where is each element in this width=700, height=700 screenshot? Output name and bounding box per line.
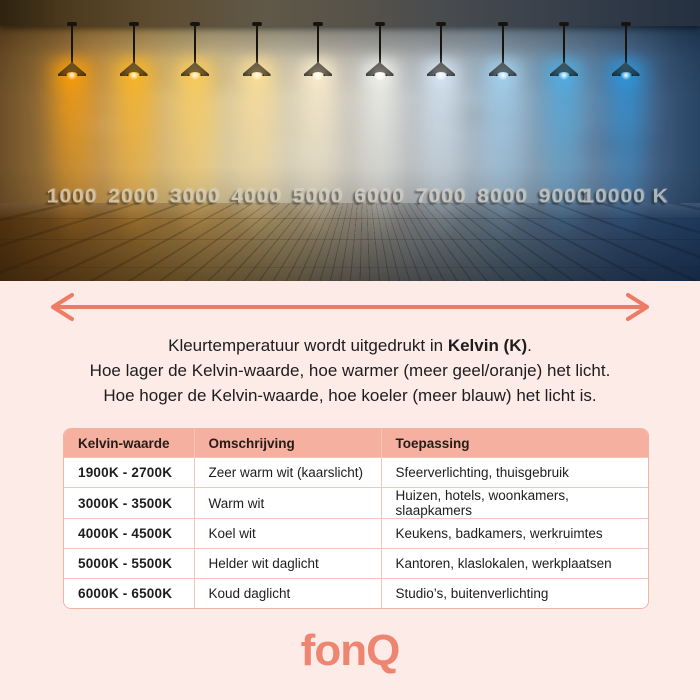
lamp-cord — [71, 26, 73, 64]
cell-omschrijving: Zeer warm wit (kaarslicht) — [193, 457, 381, 488]
cell-toepassing: Kantoren, klaslokalen, werkplaatsen — [380, 548, 648, 579]
table-row: 5000K - 5500K Helder wit daglicht Kantor… — [64, 548, 648, 579]
cell-toepassing: Huizen, hotels, woonkamers, slaapkamers — [380, 487, 648, 519]
lamp-cord — [378, 26, 381, 64]
fonq-logo: fonQ — [300, 626, 401, 675]
lamp-bulb — [188, 72, 202, 80]
lamp-mount — [313, 22, 323, 26]
lamp-cord — [440, 26, 442, 64]
lamp-bulb — [434, 72, 448, 80]
table-row: 3000K - 3500K Warm wit Huizen, hotels, w… — [64, 487, 648, 519]
lamp-bulb — [311, 72, 325, 80]
table-header-row: Kelvin-waarde Omschrijving Toepassing — [64, 429, 648, 458]
lamp-mount — [559, 22, 569, 26]
lamp-mount — [67, 22, 77, 26]
cell-kelvin: 5000K - 5500K — [64, 548, 194, 579]
lamp-cord — [563, 26, 565, 64]
table-row: 1900K - 2700K Zeer warm wit (kaarslicht)… — [64, 457, 648, 488]
lamp-cord — [194, 26, 196, 64]
lamp-mount — [128, 22, 139, 26]
intro-text: Kleurtemperatuur wordt uitgedrukt in Kel… — [0, 333, 700, 408]
lamp-bulb — [618, 72, 633, 80]
col-header-omschrijving: Omschrijving — [193, 429, 381, 458]
lamp-cord — [501, 26, 504, 64]
lamps-layer — [0, 0, 700, 281]
cell-toepassing: Keukens, badkamers, werkruimtes — [380, 518, 648, 549]
ceiling — [0, 0, 700, 26]
lamp-mount — [620, 22, 631, 26]
lamp-cord — [132, 26, 135, 64]
lamp-mount — [374, 22, 385, 26]
intro-line-1: Kleurtemperatuur wordt uitgedrukt in Kel… — [168, 336, 532, 355]
lamp-bulb — [65, 72, 79, 80]
lamp-bulb — [372, 72, 387, 80]
lamp-bulb — [126, 72, 141, 80]
cell-kelvin: 4000K - 4500K — [64, 518, 194, 549]
col-header-toepassing: Toepassing — [380, 429, 648, 458]
cell-omschrijving: Warm wit — [193, 487, 381, 519]
lamp-mount — [251, 22, 262, 26]
lamp-bulb — [495, 72, 510, 80]
lamp-bulb — [249, 72, 264, 80]
col-header-kelvin-waarde: Kelvin-waarde — [64, 429, 194, 458]
cell-toepassing: Sfeerverlichting, thuisgebruik — [380, 457, 648, 488]
intro-line-2: Hoe lager de Kelvin-waarde, hoe warmer (… — [89, 361, 611, 380]
double-arrow-icon — [51, 293, 649, 321]
temperature-range-arrow — [40, 291, 660, 323]
cell-toepassing: Studio’s, buitenverlichting — [380, 578, 648, 608]
cell-omschrijving: Koel wit — [193, 518, 381, 549]
cell-omschrijving: Koud daglicht — [193, 578, 381, 608]
kelvin-table: Kelvin-waarde Omschrijving Toepassing 19… — [63, 428, 649, 609]
lamp-cord — [624, 26, 627, 64]
lamp-cord — [317, 26, 319, 64]
intro-line-3: Hoe hoger de Kelvin-waarde, hoe koeler (… — [103, 386, 597, 405]
lamp-mount — [190, 22, 200, 26]
lamp-mount — [436, 22, 446, 26]
cell-omschrijving: Helder wit daglicht — [193, 548, 381, 579]
kelvin-term: Kelvin (K) — [447, 336, 528, 355]
table-row: 4000K - 4500K Koel wit Keukens, badkamer… — [64, 518, 648, 549]
lamp-bulb — [557, 72, 571, 80]
lamp-cord — [255, 26, 258, 64]
cell-kelvin: 6000K - 6500K — [64, 578, 194, 608]
cell-kelvin: 1900K - 2700K — [64, 457, 194, 488]
lamp-mount — [497, 22, 508, 26]
lamp-photo-banner: 1000 2000 3000 4000 5000 6000 7000 8000 9000 1000… — [0, 0, 700, 281]
cell-kelvin: 3000K - 3500K — [64, 487, 194, 519]
table-row: 6000K - 6500K Koud daglicht Studio’s, bu… — [64, 578, 648, 608]
